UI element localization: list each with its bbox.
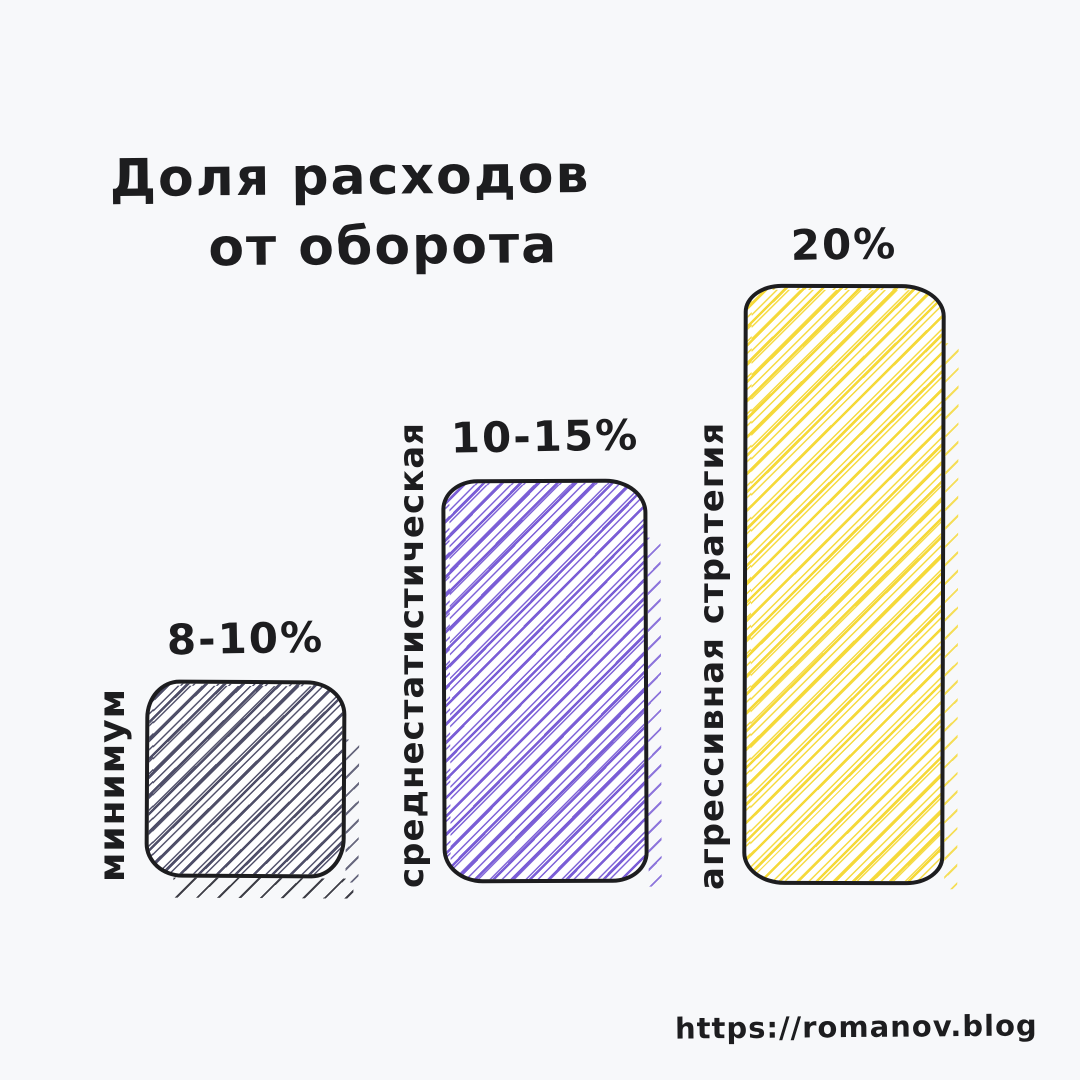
bar-average <box>441 478 649 884</box>
category-label-minimum: минимум <box>92 687 133 882</box>
chart-title-line2: от оборота <box>208 215 559 279</box>
category-label-average: среднестатистическая <box>392 422 432 888</box>
bar-minimum <box>144 679 347 879</box>
site-url: https://romanov.blog <box>675 1008 1039 1046</box>
value-label-average: 10-15% <box>450 410 640 463</box>
value-label-aggressive: 20% <box>790 219 898 270</box>
chart-title: Доля расходов от оборота <box>109 140 591 284</box>
value-label-minimum: 8-10% <box>166 612 325 665</box>
category-label-aggressive: агрессивная стратегия <box>692 421 732 890</box>
bar-aggressive <box>742 283 946 886</box>
chart-title-line1: Доля расходов <box>109 144 591 210</box>
